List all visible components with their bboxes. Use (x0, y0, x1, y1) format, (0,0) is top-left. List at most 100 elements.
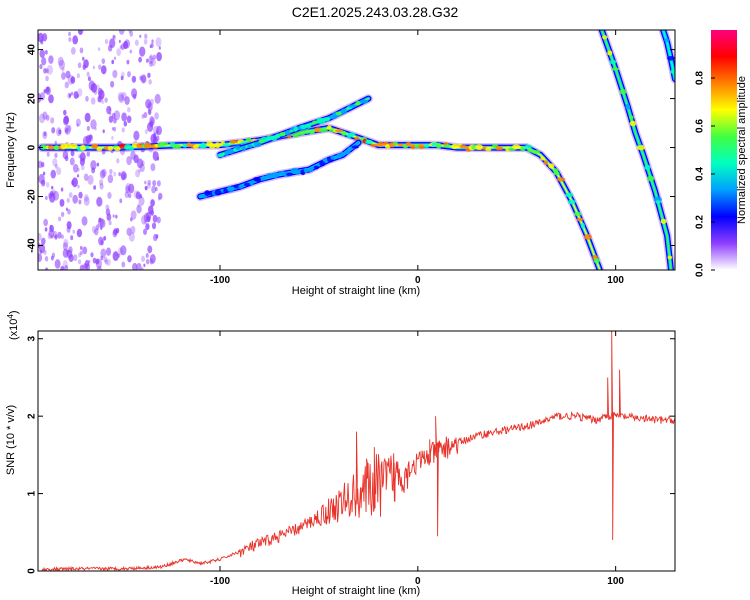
noise-blob (147, 182, 151, 189)
noise-blob (45, 114, 50, 121)
track-blob (272, 171, 280, 178)
track-blob (485, 147, 492, 152)
noise-blob (57, 231, 62, 239)
noise-blob (116, 48, 122, 56)
noise-blob (67, 208, 71, 215)
noise-blob (62, 260, 68, 269)
noise-blob (61, 72, 66, 80)
noise-blob (65, 70, 71, 79)
track-blob (297, 129, 306, 136)
noise-blob (58, 129, 62, 135)
noise-blob (85, 95, 89, 102)
noise-blob (50, 117, 55, 124)
noise-blob (120, 170, 127, 181)
noise-blob (81, 216, 88, 226)
spectrogram-noise (38, 30, 163, 270)
track-blob (114, 146, 121, 151)
noise-blob (42, 171, 46, 176)
noise-blob (116, 158, 120, 164)
noise-blob (77, 167, 80, 172)
noise-blob (78, 199, 82, 205)
noise-blob (132, 262, 138, 270)
noise-blob (145, 223, 150, 230)
track-blob (40, 144, 48, 150)
noise-blob (76, 73, 80, 79)
track-blob (351, 145, 359, 149)
track-blob (79, 144, 87, 151)
noise-blob (154, 186, 158, 192)
noise-blob (113, 117, 117, 124)
track-blob (182, 143, 188, 148)
noise-blob (112, 214, 115, 218)
noise-blob (83, 196, 90, 206)
noise-blob (78, 30, 83, 35)
track-blob (312, 120, 317, 124)
track-blob (531, 149, 541, 154)
noise-blob (140, 267, 144, 270)
noise-blob (57, 56, 64, 67)
noise-blob (150, 210, 155, 216)
y-tick-label: 1 (27, 490, 38, 496)
noise-blob (139, 75, 143, 81)
noise-blob (49, 225, 53, 230)
noise-blob (101, 58, 106, 64)
track-blob (235, 145, 241, 151)
noise-blob (87, 174, 94, 185)
noise-blob (68, 93, 72, 98)
noise-blob (149, 54, 154, 60)
track-blob (602, 35, 608, 40)
noise-blob (98, 236, 104, 246)
noise-blob (51, 252, 56, 258)
noise-blob (136, 158, 144, 169)
track-blob (291, 132, 300, 138)
noise-blob (157, 197, 160, 201)
noise-blob (54, 140, 58, 145)
noise-blob (46, 151, 50, 157)
track-blob (369, 143, 379, 147)
noise-blob (151, 222, 157, 230)
track-blob (543, 160, 549, 165)
snr-panel: -100 0 100 0 1 2 3 Height of straight line (k… (5, 310, 676, 597)
snr-x-ticks: -100 0 100 (210, 331, 624, 587)
noise-blob (93, 185, 97, 190)
track-blob (564, 192, 574, 198)
noise-blob (94, 127, 97, 131)
noise-blob (146, 215, 151, 223)
track-blob (186, 142, 192, 148)
noise-blob (58, 59, 66, 70)
noise-blob (90, 119, 97, 130)
noise-blob (61, 66, 65, 72)
noise-blob (112, 35, 115, 39)
track-blob (636, 145, 646, 151)
noise-blob (115, 214, 118, 219)
noise-blob (72, 35, 79, 45)
noise-blob (120, 245, 127, 256)
noise-blob (95, 258, 100, 265)
noise-blob (76, 228, 83, 238)
spectrogram-frame (37, 29, 676, 271)
y-tick-label: -40 (27, 238, 38, 253)
colorbar-ticks: 0.0 0.2 0.4 0.6 0.8 (695, 71, 715, 277)
noise-blob (119, 198, 123, 204)
noise-blob (124, 39, 131, 49)
noise-blob (104, 259, 108, 265)
spectrogram-x-axis-label: Height of straight line (km) (292, 285, 420, 297)
noise-blob (100, 65, 107, 75)
noise-blob (128, 232, 135, 242)
noise-blob (99, 183, 104, 190)
figure-title: C2E1.2025.243.03.28.G32 (291, 4, 459, 20)
noise-blob (128, 183, 135, 194)
colorbar-tick-label: 0.6 (695, 119, 706, 133)
noise-blob (61, 234, 64, 240)
track-blob (69, 143, 78, 149)
track-blob (498, 146, 504, 150)
noise-blob (131, 75, 137, 83)
noise-blob (86, 151, 90, 157)
track-blob (553, 171, 560, 176)
noise-blob (90, 160, 97, 171)
noise-blob (52, 190, 60, 201)
track-blob (655, 200, 662, 204)
colorbar: 0.0 0.2 0.4 0.6 0.8 Normalized spectral ampl… (695, 30, 748, 277)
track-blob (556, 177, 566, 182)
track-blob (319, 160, 326, 167)
